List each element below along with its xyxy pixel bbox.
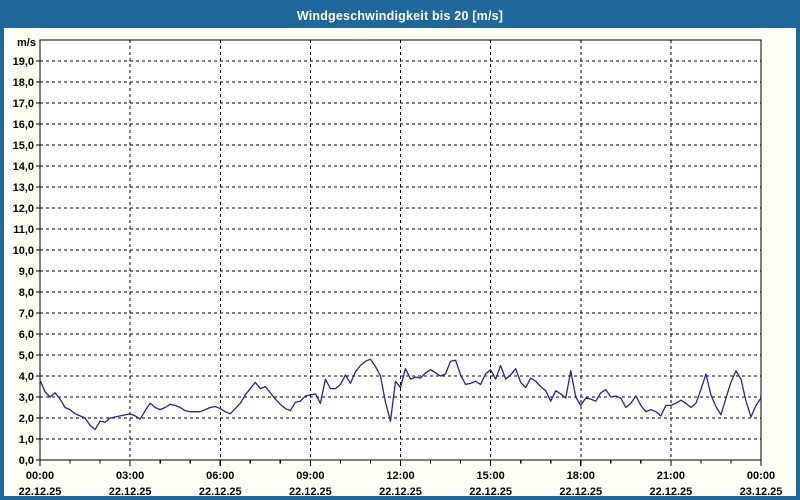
x-tick-time-label: 21:00 bbox=[657, 470, 685, 482]
y-tick-label: 1,0 bbox=[19, 434, 34, 446]
y-tick-label: 4,0 bbox=[19, 371, 34, 383]
x-tick-time-label: 00:00 bbox=[26, 470, 54, 482]
y-tick-label: 0,0 bbox=[19, 455, 34, 467]
y-tick-label: 7,0 bbox=[19, 308, 34, 320]
y-tick-label: 2,0 bbox=[19, 413, 34, 425]
x-tick-time-label: 03:00 bbox=[116, 470, 144, 482]
y-tick-label: 17,0 bbox=[13, 98, 34, 110]
y-tick-label: 9,0 bbox=[19, 266, 34, 278]
x-tick-time-label: 18:00 bbox=[567, 470, 595, 482]
x-tick-date-label: 22.12.25 bbox=[19, 486, 62, 496]
y-tick-label: 15,0 bbox=[13, 140, 34, 152]
x-tick-time-label: 12:00 bbox=[386, 470, 414, 482]
y-tick-label: 10,0 bbox=[13, 245, 34, 257]
y-tick-label: 18,0 bbox=[13, 77, 34, 89]
x-tick-date-label: 22.12.25 bbox=[199, 486, 242, 496]
x-tick-date-label: 22.12.25 bbox=[469, 486, 512, 496]
x-tick-date-label: 22.12.25 bbox=[379, 486, 422, 496]
y-tick-label: 6,0 bbox=[19, 329, 34, 341]
x-tick-date-label: 22.12.25 bbox=[559, 486, 602, 496]
x-tick-date-label: 23.12.25 bbox=[740, 486, 783, 496]
y-tick-label: 16,0 bbox=[13, 119, 34, 131]
x-tick-time-label: 15:00 bbox=[477, 470, 505, 482]
x-tick-date-label: 22.12.25 bbox=[289, 486, 332, 496]
y-tick-label: 14,0 bbox=[13, 161, 34, 173]
y-tick-label: 13,0 bbox=[13, 182, 34, 194]
x-tick-time-label: 09:00 bbox=[296, 470, 324, 482]
x-tick-date-label: 22.12.25 bbox=[109, 486, 152, 496]
y-tick-label: 8,0 bbox=[19, 287, 34, 299]
x-tick-time-label: 00:00 bbox=[747, 470, 775, 482]
y-tick-label: 3,0 bbox=[19, 392, 34, 404]
y-tick-label: 5,0 bbox=[19, 350, 34, 362]
y-axis-unit-label: m/s bbox=[17, 37, 36, 49]
x-tick-time-label: 06:00 bbox=[206, 470, 234, 482]
wind-speed-chart: m/s 0,0 1,0 2,0 3,0 4,0 5,0 6,0 7,0 8,0 9,0 10,0 11,… bbox=[13, 37, 783, 496]
x-tick-date-label: 22.12.25 bbox=[649, 486, 692, 496]
wind-speed-line bbox=[39, 358, 762, 431]
y-tick-label: 19,0 bbox=[13, 56, 34, 68]
window-title: Windgeschwindigkeit bis 20 [m/s] bbox=[4, 4, 796, 28]
y-tick-label: 11,0 bbox=[13, 224, 34, 236]
chart-area: m/s 0,0 1,0 2,0 3,0 4,0 5,0 6,0 7,0 8,0 9,0 10,0 11,… bbox=[4, 28, 796, 496]
y-tick-label: 12,0 bbox=[13, 203, 34, 215]
